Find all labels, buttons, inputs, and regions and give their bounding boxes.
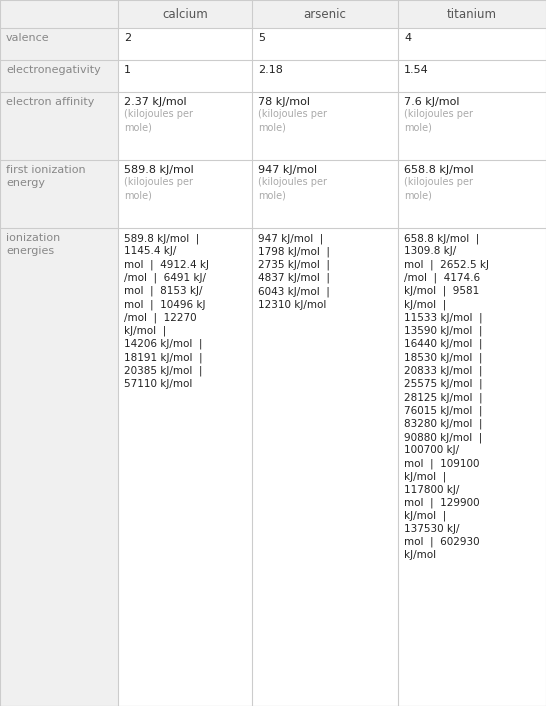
Text: 7.6 kJ/mol: 7.6 kJ/mol bbox=[404, 97, 460, 107]
Text: (kilojoules per
mole): (kilojoules per mole) bbox=[258, 109, 327, 132]
Text: 1.54: 1.54 bbox=[404, 65, 429, 75]
Text: 658.8 kJ/mol: 658.8 kJ/mol bbox=[404, 165, 473, 175]
Text: electron affinity: electron affinity bbox=[6, 97, 94, 107]
Bar bbox=[0, 92, 118, 160]
Text: 589.8 kJ/mol  |
1145.4 kJ/
mol  |  4912.4 kJ
/mol  |  6491 kJ/
mol  |  8153 kJ/
: 589.8 kJ/mol | 1145.4 kJ/ mol | 4912.4 k… bbox=[124, 233, 209, 389]
Bar bbox=[0, 228, 118, 706]
Bar bbox=[118, 0, 252, 28]
Text: 2.37 kJ/mol: 2.37 kJ/mol bbox=[124, 97, 187, 107]
Text: arsenic: arsenic bbox=[304, 8, 347, 20]
Text: 4: 4 bbox=[404, 33, 411, 43]
Bar bbox=[0, 60, 118, 92]
Bar bbox=[252, 0, 398, 28]
Text: electronegativity: electronegativity bbox=[6, 65, 101, 75]
Text: calcium: calcium bbox=[162, 8, 208, 20]
Text: ionization
energies: ionization energies bbox=[6, 233, 60, 256]
Bar bbox=[0, 0, 118, 28]
Text: (kilojoules per
mole): (kilojoules per mole) bbox=[404, 177, 473, 201]
Text: titanium: titanium bbox=[447, 8, 497, 20]
Text: (kilojoules per
mole): (kilojoules per mole) bbox=[404, 109, 473, 132]
Text: (kilojoules per
mole): (kilojoules per mole) bbox=[124, 109, 193, 132]
Text: 5: 5 bbox=[258, 33, 265, 43]
Bar bbox=[0, 160, 118, 228]
Text: first ionization
energy: first ionization energy bbox=[6, 165, 86, 188]
Text: 2: 2 bbox=[124, 33, 131, 43]
Text: (kilojoules per
mole): (kilojoules per mole) bbox=[258, 177, 327, 201]
Text: 589.8 kJ/mol: 589.8 kJ/mol bbox=[124, 165, 194, 175]
Text: valence: valence bbox=[6, 33, 50, 43]
Text: (kilojoules per
mole): (kilojoules per mole) bbox=[124, 177, 193, 201]
Text: 1: 1 bbox=[124, 65, 131, 75]
Text: 947 kJ/mol  |
1798 kJ/mol  |
2735 kJ/mol  |
4837 kJ/mol  |
6043 kJ/mol  |
12310 : 947 kJ/mol | 1798 kJ/mol | 2735 kJ/mol |… bbox=[258, 233, 330, 309]
Text: 658.8 kJ/mol  |
1309.8 kJ/
mol  |  2652.5 kJ
/mol  |  4174.6
kJ/mol  |  9581
kJ/: 658.8 kJ/mol | 1309.8 kJ/ mol | 2652.5 k… bbox=[404, 233, 489, 560]
Text: 78 kJ/mol: 78 kJ/mol bbox=[258, 97, 310, 107]
Text: 947 kJ/mol: 947 kJ/mol bbox=[258, 165, 317, 175]
Text: 2.18: 2.18 bbox=[258, 65, 283, 75]
Bar bbox=[0, 28, 118, 60]
Bar bbox=[398, 0, 546, 28]
